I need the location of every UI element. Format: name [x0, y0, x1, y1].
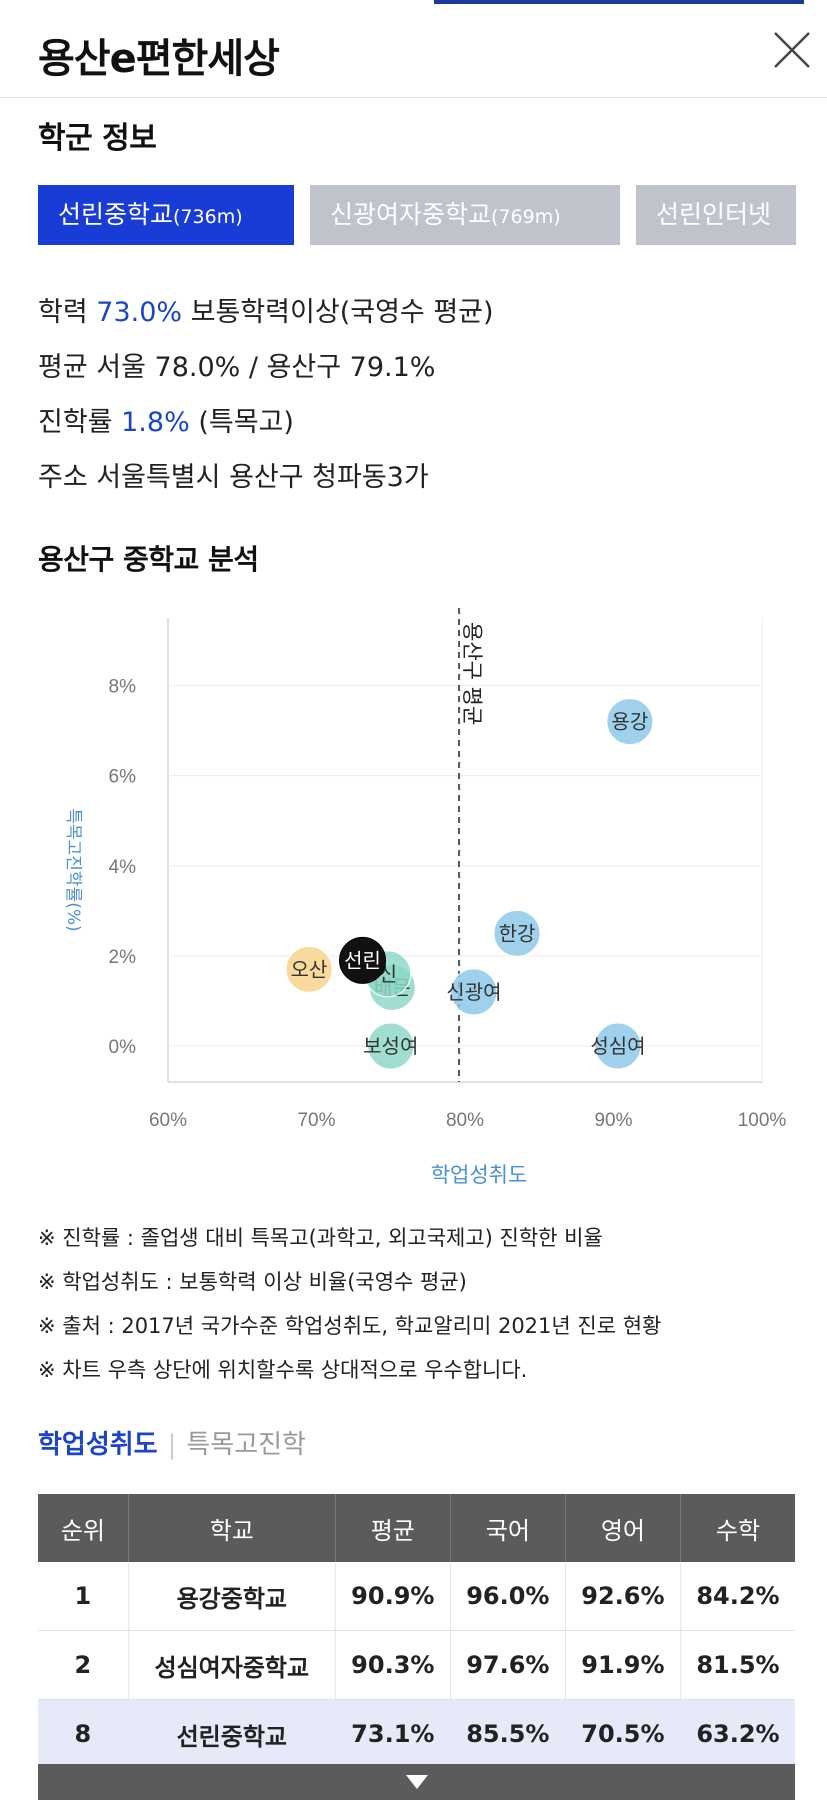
table-row: 2 성심여자중학교 90.3% 97.6% 91.9% 81.5% [38, 1630, 795, 1700]
tab-school-1-name: 선린중학교 [58, 200, 174, 229]
data-point [450, 968, 498, 1016]
scatter-chart: 0% 2% 4% 6% 8% 60% 70% 80% 90% 100% 학업성취도 특목고진학률(%)… [30, 600, 810, 1190]
data-point [493, 909, 541, 957]
advance-label: 진학률 [38, 407, 113, 438]
ranking-tabs: 학업성취도 | 특목고진학 [38, 1424, 306, 1461]
reference-line-label: 용산구 평균 [460, 622, 484, 725]
tab-school-3-name: 선린인터넷 [656, 200, 772, 229]
col-avg: 평균 [335, 1494, 451, 1562]
cell-avg: 73.1% [335, 1699, 451, 1769]
top-accent-bar [434, 0, 804, 4]
data-point-label: 선린 [344, 948, 381, 972]
x-tick-label: 100% [738, 1110, 787, 1131]
data-point-label: 성심여 [590, 1034, 645, 1058]
x-tick-label: 70% [297, 1110, 335, 1131]
tab-school-2[interactable]: 신광여자중학교(769m) [310, 185, 620, 245]
data-point [339, 936, 387, 984]
y-tick-label: 0% [109, 1037, 137, 1058]
table-row: 1 용강중학교 90.9% 96.0% 92.6% 84.2% [38, 1562, 795, 1631]
chevron-down-icon [406, 1775, 428, 1789]
tab-school-2-name: 신광여자중학교 [330, 200, 492, 229]
header: 용산e편한세상 [0, 0, 827, 98]
y-axis-label: 특목고진학률(%) [63, 808, 83, 931]
col-eng: 영어 [565, 1494, 681, 1562]
expand-table-button[interactable] [38, 1764, 795, 1800]
data-point [367, 1022, 415, 1070]
y-tick-label: 8% [109, 677, 137, 698]
close-icon [774, 32, 810, 68]
cell-math: 84.2% [680, 1562, 795, 1631]
x-tick-label: 80% [446, 1110, 484, 1131]
tab-separator: | [167, 1430, 177, 1460]
achievement-desc: 보통학력이상(국영수 평균) [190, 297, 494, 328]
cell-kor: 85.5% [450, 1699, 566, 1769]
cell-school: 성심여자중학교 [128, 1630, 336, 1700]
close-button[interactable] [770, 28, 814, 72]
cell-rank: 1 [38, 1562, 129, 1631]
note-source: ※ 출처 : 2017년 국가수준 학업성취도, 학교알리미 2021년 진로 … [38, 1314, 662, 1338]
data-point-label: 오산 [291, 957, 328, 981]
tab-school-1-distance: (736m) [173, 206, 243, 228]
section-title-school: 학군 정보 [38, 121, 157, 156]
tab-achievement[interactable]: 학업성취도 [38, 1430, 158, 1460]
school-tabs: 선린중학교(736m) 신광여자중학교(769m) 선린인터넷 [38, 185, 796, 245]
achievement-value: 73.0% [96, 297, 183, 328]
y-tick-label: 6% [109, 767, 137, 788]
achievement-label: 학력 [38, 297, 88, 328]
data-point-label: 보성여 [363, 1034, 418, 1058]
col-school: 학교 [128, 1494, 336, 1562]
y-tick-label: 4% [109, 857, 137, 878]
x-tick-label: 90% [594, 1110, 632, 1131]
x-tick-label: 60% [149, 1110, 187, 1131]
cell-eng: 70.5% [565, 1699, 681, 1769]
cell-rank: 2 [38, 1630, 129, 1700]
data-point [606, 698, 654, 746]
data-point-label: 신광여 [446, 980, 501, 1004]
table-header-row: 순위 학교 평균 국어 영어 수학 [38, 1494, 795, 1562]
col-rank: 순위 [38, 1494, 129, 1562]
advance-desc: (특목고) [198, 407, 294, 438]
cell-eng: 92.6% [565, 1562, 681, 1631]
tab-special-school[interactable]: 특목고진학 [186, 1430, 306, 1460]
cell-eng: 91.9% [565, 1630, 681, 1700]
data-point-label: 한강 [499, 921, 536, 945]
cell-rank: 8 [38, 1699, 129, 1769]
info-average: 평균 서울 78.0% / 용산구 79.1% [38, 345, 435, 384]
info-advance: 진학률 1.8% (특목고) [38, 400, 294, 439]
note-achievement: ※ 학업성취도 : 보통학력 이상 비율(국영수 평균) [38, 1270, 467, 1294]
average-label: 평균 [38, 352, 88, 383]
address-text: 서울특별시 용산구 청파동3가 [96, 462, 429, 493]
x-axis-label: 학업성취도 [431, 1163, 528, 1187]
address-label: 주소 [38, 462, 88, 493]
cell-school: 용강중학교 [128, 1562, 336, 1631]
info-address: 주소 서울특별시 용산구 청파동3가 [38, 455, 429, 494]
cell-kor: 96.0% [450, 1562, 566, 1631]
cell-kor: 97.6% [450, 1630, 566, 1700]
app-title: 용산e편한세상 [38, 36, 280, 82]
note-advance: ※ 진학률 : 졸업생 대비 특목고(과학고, 외고국제고) 진학한 비율 [38, 1226, 603, 1250]
data-point [594, 1022, 642, 1070]
data-point [285, 945, 333, 993]
advance-value: 1.8% [121, 407, 190, 438]
table-row-current-school: 8 선린중학교 73.1% 85.5% 70.5% 63.2% [38, 1699, 795, 1769]
col-kor: 국어 [450, 1494, 566, 1562]
cell-avg: 90.9% [335, 1562, 451, 1631]
chart-svg: 0% 2% 4% 6% 8% 60% 70% 80% 90% 100% 학업성취도 특목고진학률(%)… [63, 608, 787, 1187]
data-point-label: 용강 [611, 710, 648, 734]
cell-math: 81.5% [680, 1630, 795, 1700]
average-text: 서울 78.0% / 용산구 79.1% [96, 352, 436, 383]
ranking-table: 순위 학교 평균 국어 영어 수학 1 용강중학교 90.9% 96.0% 92… [38, 1494, 795, 1769]
cell-avg: 90.3% [335, 1630, 451, 1700]
note-position: ※ 차트 우측 상단에 위치할수록 상대적으로 우수합니다. [38, 1358, 528, 1382]
tab-school-2-distance: (769m) [491, 206, 561, 228]
info-achievement: 학력 73.0% 보통학력이상(국영수 평균) [38, 290, 494, 329]
cell-school: 선린중학교 [128, 1699, 336, 1769]
tab-school-3[interactable]: 선린인터넷 [636, 185, 796, 245]
tab-school-1[interactable]: 선린중학교(736m) [38, 185, 294, 245]
y-tick-label: 2% [109, 947, 137, 968]
analysis-title: 용산구 중학교 분석 [38, 543, 259, 576]
col-math: 수학 [680, 1494, 795, 1562]
cell-math: 63.2% [680, 1699, 795, 1769]
